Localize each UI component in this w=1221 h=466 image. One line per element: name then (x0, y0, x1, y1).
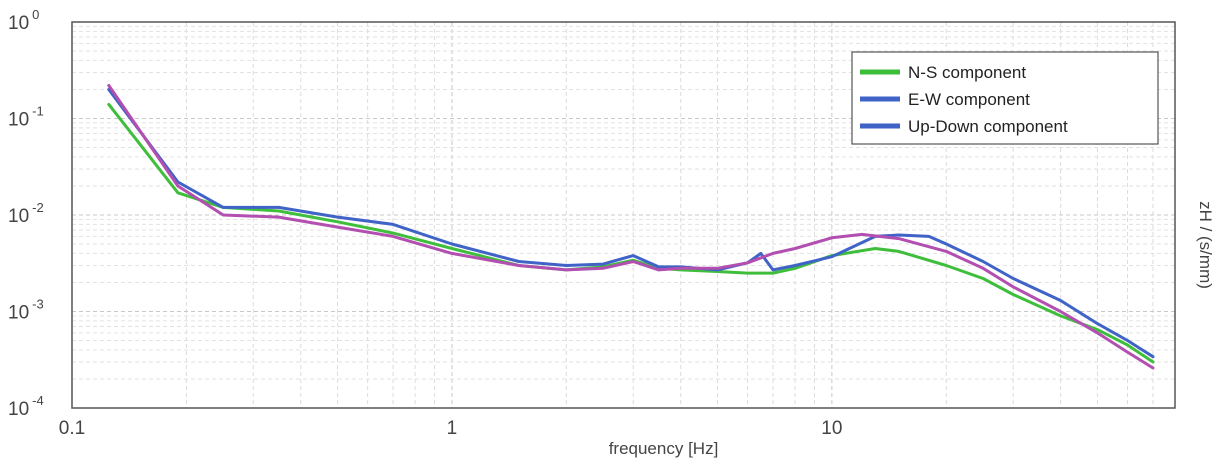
series-layer (107, 84, 1155, 370)
y-tick-label: 10 -4 (8, 393, 44, 420)
legend-label: Up-Down component (908, 117, 1068, 136)
plot-frame (71, 21, 1176, 409)
x-tick-label: 10 (821, 418, 842, 439)
y-tick-label: 10 0 (8, 7, 39, 34)
y-tick-label: 10 -2 (8, 200, 44, 227)
grid-lines (72, 22, 1175, 408)
series-line-1 (107, 102, 1155, 364)
x-axis-ticks: 0.1 1 10 (59, 418, 843, 439)
legend-label: E-W component (908, 90, 1030, 109)
legend-items: N-S component E-W component Up-Down compon… (860, 63, 1068, 136)
y-tick-label: 10 -3 (8, 297, 44, 324)
y-tick-label: 10 -1 (8, 104, 44, 131)
legend-box (851, 51, 1159, 145)
x-tick-label: 0.1 (59, 418, 85, 439)
legend-label: N-S component (908, 63, 1026, 82)
x-tick-label: 1 (447, 418, 458, 439)
y-axis-label: zH / (s/mm) (1196, 201, 1215, 289)
legend: N-S component E-W component Up-Down compon… (851, 51, 1159, 145)
series-line-3 (107, 84, 1155, 370)
x-axis-label: frequency [Hz] (609, 439, 719, 458)
